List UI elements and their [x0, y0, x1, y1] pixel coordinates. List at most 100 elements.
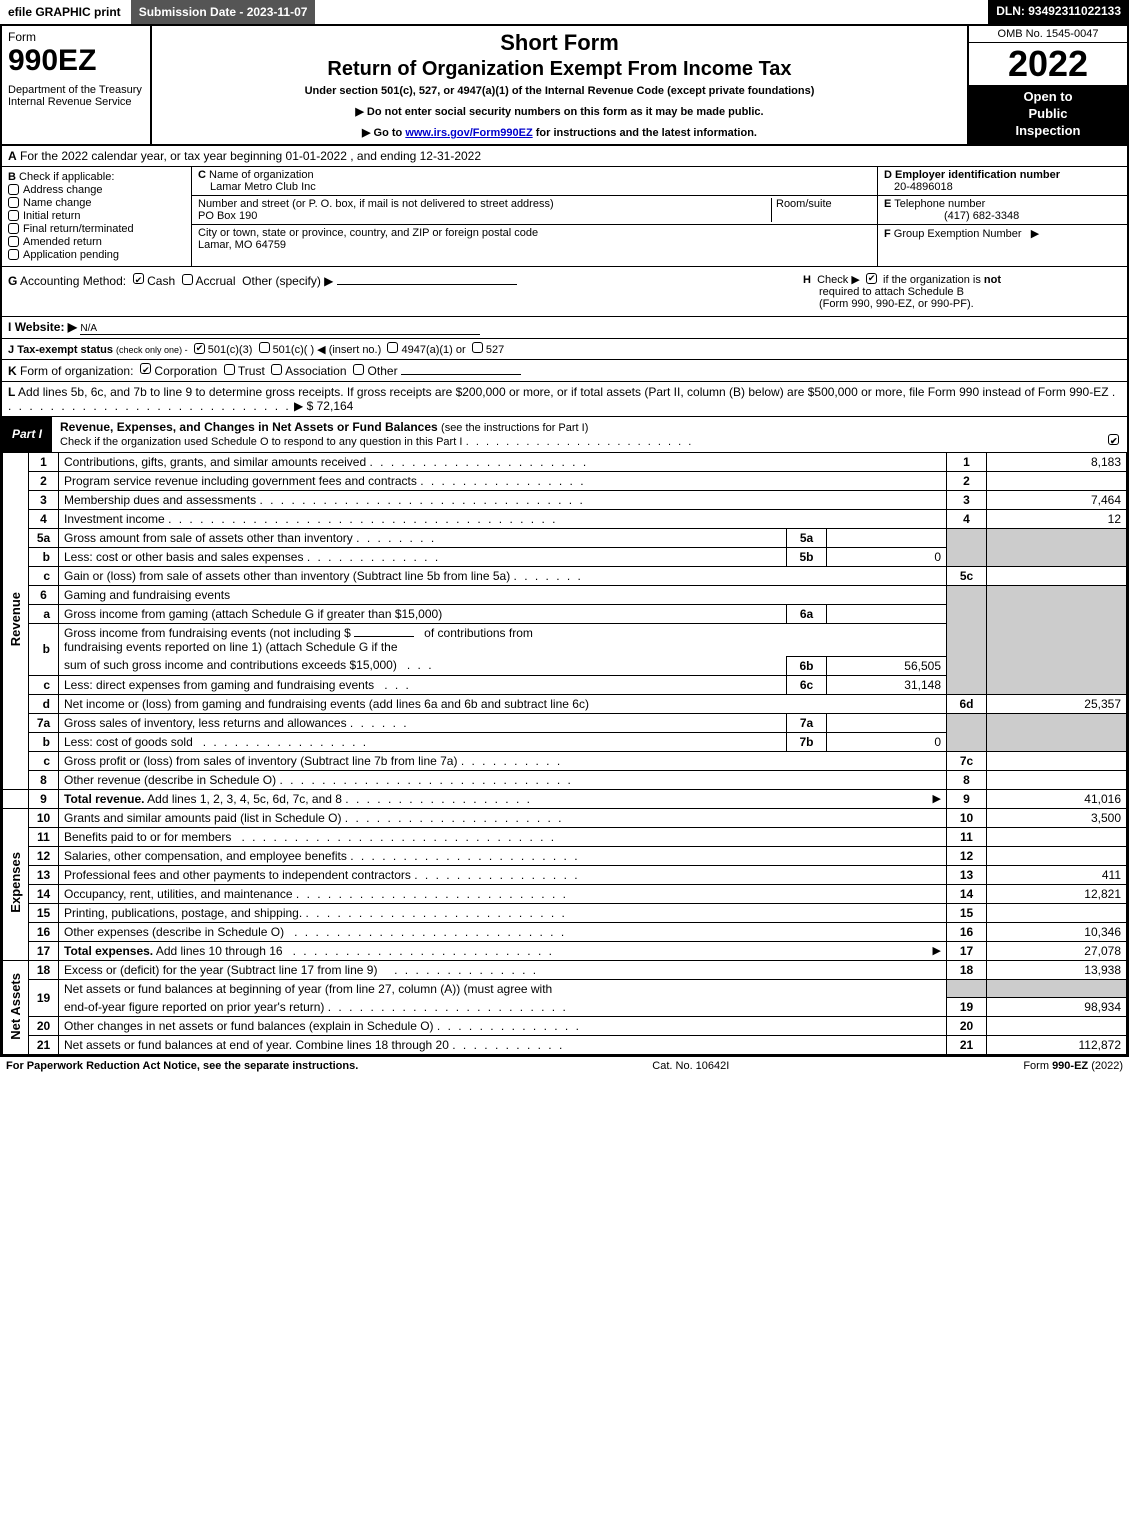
- r18-val: 13,938: [987, 960, 1127, 979]
- r6b-amount-input[interactable]: [354, 636, 414, 637]
- r21-dots: . . . . . . . . . . .: [452, 1038, 564, 1052]
- chk-label: Name change: [23, 197, 92, 209]
- checkbox-icon[interactable]: [259, 342, 270, 353]
- e-label: E: [884, 198, 891, 210]
- r5a-desc: Gross amount from sale of assets other t…: [64, 531, 353, 545]
- street-label: Number and street (or P. O. box, if mail…: [198, 198, 554, 210]
- opt-501c3: 501(c)(3): [208, 344, 253, 356]
- section-c: C Name of organization Lamar Metro Club …: [192, 167, 877, 266]
- row-4: 4 Investment income . . . . . . . . . . …: [3, 509, 1127, 528]
- other-org-input[interactable]: [401, 374, 521, 375]
- checkbox-icon[interactable]: [182, 274, 193, 285]
- r15-val: [987, 903, 1127, 922]
- r6b-desc1b: of contributions from: [424, 626, 533, 640]
- other-input[interactable]: [337, 284, 517, 285]
- chk-initial[interactable]: Initial return: [8, 210, 185, 222]
- r5b-ibox: 5b: [787, 547, 827, 566]
- inspect-1: Open to: [971, 89, 1125, 106]
- inspection-badge: Open to Public Inspection: [969, 85, 1127, 144]
- l-label: L: [8, 385, 15, 399]
- r5a-dots: . . . . . . . .: [356, 531, 436, 545]
- r18-num: 18: [29, 960, 59, 979]
- j-sub: (check only one) -: [116, 345, 188, 355]
- chk-address[interactable]: Address change: [8, 184, 185, 196]
- checkbox-icon[interactable]: [140, 363, 151, 374]
- r5c-desc: Gain or (loss) from sale of assets other…: [64, 569, 510, 583]
- form-subtitle: Under section 501(c), 527, or 4947(a)(1)…: [158, 85, 961, 97]
- form-container: Form 990EZ Department of the Treasury In…: [0, 24, 1129, 1057]
- r1-dots: . . . . . . . . . . . . . . . . . . . . …: [369, 455, 588, 469]
- row-20: 20 Other changes in net assets or fund b…: [3, 1017, 1127, 1036]
- r7a-num: 7a: [29, 713, 59, 732]
- omb-number: OMB No. 1545-0047: [969, 26, 1127, 43]
- r3-num: 3: [29, 490, 59, 509]
- r12-num: 12: [29, 846, 59, 865]
- irs-link[interactable]: www.irs.gov/Form990EZ: [405, 127, 532, 139]
- r5c-dots: . . . . . . .: [514, 569, 583, 583]
- r4-box: 4: [947, 509, 987, 528]
- arrow-icon: ▶: [1031, 228, 1039, 240]
- footer-right-bold: 990-EZ: [1052, 1060, 1088, 1072]
- l-text: Add lines 5b, 6c, and 7b to line 9 to de…: [18, 385, 1109, 399]
- row-15: 15 Printing, publications, postage, and …: [3, 903, 1127, 922]
- gray-cell: [947, 585, 987, 694]
- opt-other: Other: [368, 364, 398, 378]
- r19-val: 98,934: [987, 998, 1127, 1017]
- part-i-header: Part I Revenue, Expenses, and Changes in…: [2, 417, 1127, 452]
- chk-amended[interactable]: Amended return: [8, 236, 185, 248]
- dept-label: Department of the Treasury: [8, 84, 144, 96]
- chk-pending[interactable]: Application pending: [8, 249, 185, 261]
- chk-name[interactable]: Name change: [8, 197, 185, 209]
- r10-num: 10: [29, 808, 59, 827]
- checkbox-icon[interactable]: [194, 343, 205, 354]
- r13-num: 13: [29, 865, 59, 884]
- r17-num: 17: [29, 941, 59, 960]
- checkbox-icon[interactable]: [472, 342, 483, 353]
- gray-cell: [987, 585, 1127, 694]
- note-link: ▶ Go to www.irs.gov/Form990EZ for instru…: [158, 126, 961, 139]
- checkbox-icon[interactable]: [353, 364, 364, 375]
- top-bar: efile GRAPHIC print Submission Date - 20…: [0, 0, 1129, 24]
- checkbox-icon[interactable]: [224, 364, 235, 375]
- inspect-2: Public: [971, 106, 1125, 123]
- line-a-label: A: [8, 149, 17, 163]
- gray-cell: [947, 979, 987, 998]
- r16-box: 16: [947, 922, 987, 941]
- row-7c: c Gross profit or (loss) from sales of i…: [3, 751, 1127, 770]
- r7b-ibox: 7b: [787, 732, 827, 751]
- website-value: N/A: [80, 323, 97, 334]
- r6b-ival: 56,505: [827, 656, 947, 675]
- other-opt: Other (specify) ▶: [242, 274, 333, 288]
- r6b-dots: . . .: [407, 658, 434, 672]
- part-i-table: Revenue 1 Contributions, gifts, grants, …: [2, 452, 1127, 1056]
- note-ssn: ▶ Do not enter social security numbers o…: [158, 105, 961, 118]
- chk-final[interactable]: Final return/terminated: [8, 223, 185, 235]
- checkbox-icon[interactable]: [271, 364, 282, 375]
- r16-dots: . . . . . . . . . . . . . . . . . . . . …: [294, 925, 566, 939]
- r4-desc: Investment income: [64, 512, 165, 526]
- checkbox-icon[interactable]: [1108, 434, 1119, 445]
- r12-dots: . . . . . . . . . . . . . . . . . . . . …: [350, 849, 579, 863]
- r6b-ibox: 6b: [787, 656, 827, 675]
- r13-desc: Professional fees and other payments to …: [64, 868, 411, 882]
- topbar-spacer: [317, 0, 988, 24]
- r19-num: 19: [29, 979, 59, 1017]
- l-amount: $ 72,164: [307, 399, 354, 413]
- row-17: 17 Total expenses. Add lines 10 through …: [3, 941, 1127, 960]
- r7a-desc: Gross sales of inventory, less returns a…: [64, 716, 347, 730]
- row-j: J Tax-exempt status (check only one) - 5…: [2, 339, 1127, 360]
- r1-desc: Contributions, gifts, grants, and simila…: [64, 455, 366, 469]
- checkbox-icon[interactable]: [387, 342, 398, 353]
- r11-num: 11: [29, 827, 59, 846]
- row-10: Expenses 10 Grants and similar amounts p…: [3, 808, 1127, 827]
- r6c-ival: 31,148: [827, 675, 947, 694]
- checkbox-icon[interactable]: [866, 273, 877, 284]
- r2-val: [987, 471, 1127, 490]
- r7a-dots: . . . . . .: [350, 716, 409, 730]
- c-label: C: [198, 169, 206, 181]
- line-a-text: For the 2022 calendar year, or tax year …: [20, 149, 481, 163]
- name-label: Name of organization: [209, 169, 314, 181]
- checkbox-icon[interactable]: [133, 273, 144, 284]
- i-label: I: [8, 320, 11, 334]
- r9-desc: Total revenue.: [64, 792, 144, 806]
